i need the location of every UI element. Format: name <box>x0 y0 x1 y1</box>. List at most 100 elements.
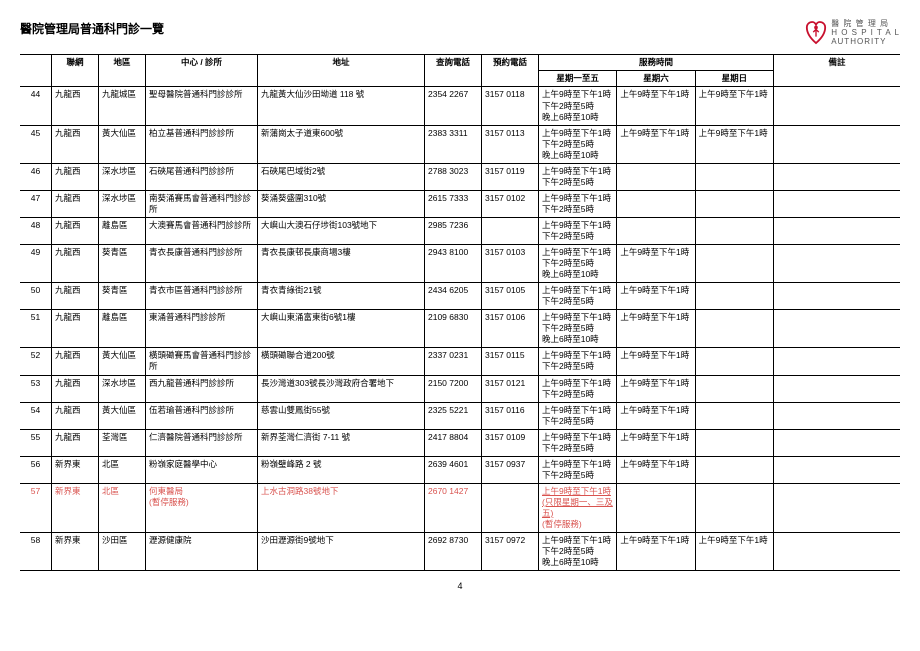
table-cell: 九龍西 <box>52 310 99 348</box>
table-cell <box>695 348 773 375</box>
table-cell: 3157 0116 <box>482 402 539 429</box>
table-cell: 九龍西 <box>52 163 99 190</box>
table-cell: 3157 0109 <box>482 429 539 456</box>
table-cell: 黃大仙區 <box>99 125 146 163</box>
table-cell: 新界東 <box>52 483 99 532</box>
table-cell: 九龍西 <box>52 87 99 125</box>
table-cell: 青衣長康普通科門診診所 <box>146 245 258 283</box>
table-cell: 上午9時至下午1時下午2時至5時 <box>539 163 617 190</box>
table-cell: 3157 0121 <box>482 375 539 402</box>
page-header: 醫院管理局普通科門診一覽 醫 院 管 理 局 H O S P I T A L A… <box>20 20 900 46</box>
table-cell: 上午9時至下午1時下午2時至5時 <box>539 190 617 217</box>
table-cell: 上午9時至下午1時下午2時至5時 <box>539 283 617 310</box>
table-cell <box>695 217 773 244</box>
th-sat: 星期六 <box>617 71 695 87</box>
table-cell <box>695 190 773 217</box>
table-cell <box>617 483 695 532</box>
table-cell: 3157 0937 <box>482 456 539 483</box>
table-header: 聯網 地區 中心 / 診所 地址 查詢電話 預約電話 服務時間 備註 星期一至五… <box>20 55 900 87</box>
table-cell <box>695 456 773 483</box>
table-row: 53九龍西深水埗區西九龍普通科門診診所長沙灣道303號長沙灣政府合署地下2150… <box>20 375 900 402</box>
table-cell <box>774 87 901 125</box>
th-addr: 地址 <box>258 55 425 87</box>
table-cell: 石硤尾普通科門診診所 <box>146 163 258 190</box>
table-cell: 上午9時至下午1時下午2時至5時 <box>539 456 617 483</box>
table-row: 46九龍西深水埗區石硤尾普通科門診診所石硤尾巴域街2號2788 30233157… <box>20 163 900 190</box>
table-cell: 52 <box>20 348 52 375</box>
table-cell: 上午9時至下午1時下午2時至5時晚上6時至10時 <box>539 310 617 348</box>
table-cell <box>695 375 773 402</box>
th-remark: 備註 <box>774 55 901 87</box>
table-row: 45九龍西黃大仙區柏立基普通科門診診所新蒲崗太子道東600號2383 33113… <box>20 125 900 163</box>
th-no <box>20 55 52 87</box>
table-cell: 上午9時至下午1時下午2時至5時 <box>539 429 617 456</box>
table-cell: 新界東 <box>52 533 99 571</box>
table-cell <box>774 310 901 348</box>
table-cell: 45 <box>20 125 52 163</box>
th-center: 中心 / 診所 <box>146 55 258 87</box>
table-cell: 上午9時至下午1時下午2時至5時晚上6時至10時 <box>539 245 617 283</box>
logo-icon <box>805 21 827 45</box>
table-cell: 粉嶺家庭醫學中心 <box>146 456 258 483</box>
table-cell: 大嶼山東涌富東街6號1樓 <box>258 310 425 348</box>
table-cell: 3157 0103 <box>482 245 539 283</box>
table-cell: 上午9時至下午1時下午2時至5時晚上6時至10時 <box>539 125 617 163</box>
logo: 醫 院 管 理 局 H O S P I T A L AUTHORITY <box>805 20 900 46</box>
table-cell: 瀝源健康院 <box>146 533 258 571</box>
table-cell: 上午9時至下午1時下午2時至5時晚上6時至10時 <box>539 87 617 125</box>
table-cell: 上午9時至下午1時 <box>617 533 695 571</box>
table-cell: 葵青區 <box>99 283 146 310</box>
table-cell: 46 <box>20 163 52 190</box>
th-enq: 查詢電話 <box>425 55 482 87</box>
table-cell <box>774 217 901 244</box>
table-row: 44九龍西九龍城區聖母醫院普通科門診診所九龍黃大仙沙田坳道 118 號2354 … <box>20 87 900 125</box>
table-cell: 3157 0102 <box>482 190 539 217</box>
table-cell: 上午9時至下午1時下午2時至5時晚上6時至10時 <box>539 533 617 571</box>
table-row: 55九龍西荃灣區仁濟醫院普通科門診診所新界荃灣仁濟街 7-11 號2417 88… <box>20 429 900 456</box>
table-cell: 九龍西 <box>52 125 99 163</box>
table-cell <box>774 402 901 429</box>
clinic-table: 聯網 地區 中心 / 診所 地址 查詢電話 預約電話 服務時間 備註 星期一至五… <box>20 54 900 571</box>
table-cell: 上午9時至下午1時下午2時至5時 <box>539 217 617 244</box>
table-cell: 上水古洞路38號地下 <box>258 483 425 532</box>
table-cell: 北區 <box>99 456 146 483</box>
logo-text: 醫 院 管 理 局 H O S P I T A L AUTHORITY <box>831 20 900 46</box>
table-cell: 2337 0231 <box>425 348 482 375</box>
table-cell: 石硤尾巴域街2號 <box>258 163 425 190</box>
table-cell: 黃大仙區 <box>99 402 146 429</box>
table-cell <box>774 533 901 571</box>
table-cell: 上午9時至下午1時 <box>617 245 695 283</box>
table-cell: 上午9時至下午1時 <box>695 87 773 125</box>
table-row: 48九龍西離島區大澳賽馬會普通科門診診所大嶼山大澳石仔埗街103號地下2985 … <box>20 217 900 244</box>
table-cell <box>774 245 901 283</box>
table-row: 57新界東北區何東醫局(暫停服務)上水古洞路38號地下2670 1427上午9時… <box>20 483 900 532</box>
table-cell: 56 <box>20 456 52 483</box>
table-cell: 深水埗區 <box>99 163 146 190</box>
table-cell: 2639 4601 <box>425 456 482 483</box>
table-row: 56新界東北區粉嶺家庭醫學中心粉嶺璧峰路 2 號2639 46013157 09… <box>20 456 900 483</box>
table-cell: 沙田瀝源街9號地下 <box>258 533 425 571</box>
table-cell: 青衣長康邨長康商場3樓 <box>258 245 425 283</box>
th-district: 地區 <box>99 55 146 87</box>
table-cell: 54 <box>20 402 52 429</box>
table-cell: 何東醫局(暫停服務) <box>146 483 258 532</box>
table-cell: 上午9時至下午1時 <box>695 533 773 571</box>
table-cell: 2985 7236 <box>425 217 482 244</box>
table-cell: 黃大仙區 <box>99 348 146 375</box>
table-cell: 九龍西 <box>52 217 99 244</box>
table-cell: 九龍西 <box>52 375 99 402</box>
table-cell <box>774 190 901 217</box>
table-cell: 2325 5221 <box>425 402 482 429</box>
table-row: 54九龍西黃大仙區伍若瑜普通科門診診所慈雲山雙鳳街55號2325 5221315… <box>20 402 900 429</box>
th-sun: 星期日 <box>695 71 773 87</box>
table-cell <box>617 190 695 217</box>
page-number: 4 <box>20 581 900 591</box>
table-body: 44九龍西九龍城區聖母醫院普通科門診診所九龍黃大仙沙田坳道 118 號2354 … <box>20 87 900 571</box>
table-cell: 北區 <box>99 483 146 532</box>
table-cell <box>774 375 901 402</box>
table-cell: 上午9時至下午1時 <box>617 429 695 456</box>
table-cell <box>774 163 901 190</box>
th-weekday: 星期一至五 <box>539 71 617 87</box>
table-cell: 上午9時至下午1時下午2時至5時 <box>539 375 617 402</box>
table-cell: 上午9時至下午1時下午2時至5時 <box>539 348 617 375</box>
